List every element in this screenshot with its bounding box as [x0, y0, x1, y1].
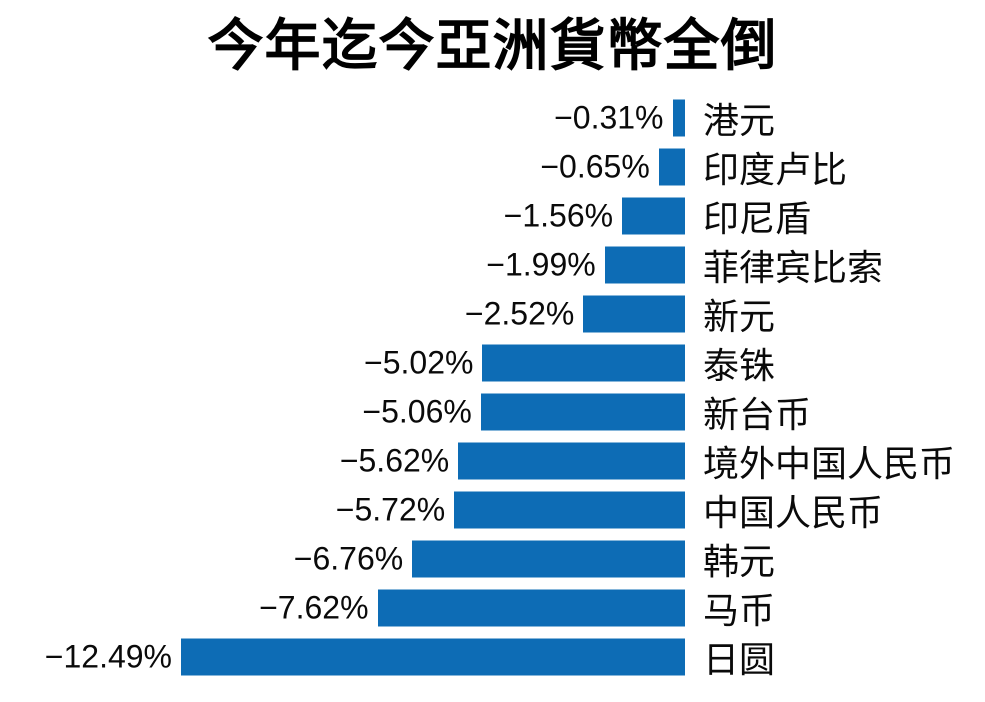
- bar-value-label: −5.06%: [362, 393, 472, 430]
- bar: [672, 99, 685, 137]
- bar-value-label: −6.76%: [293, 540, 404, 577]
- bar-value-label: −7.62%: [259, 589, 369, 626]
- bar: [604, 246, 685, 284]
- bar-row: −12.49% 日圆: [0, 632, 985, 681]
- category-label: 境外中国人民币: [703, 442, 956, 484]
- category-label: 菲律宾比索: [703, 246, 884, 288]
- category-label: 新台币: [703, 393, 812, 435]
- category-label: 中国人民币: [703, 491, 884, 533]
- bar-row: −1.99% 菲律宾比索: [0, 240, 985, 289]
- bar-value-label: −1.56%: [503, 197, 614, 234]
- bar-row: −1.56% 印尼盾: [0, 191, 985, 240]
- bar-row: −5.72% 中国人民币: [0, 485, 985, 534]
- bar: [480, 393, 685, 431]
- chart-rows: −0.31% 港元 −0.65% 印度卢比 −1.56% 印尼盾 −1.99% 菲律宾比索 −2…: [0, 93, 985, 681]
- bar-value-label: −1.99%: [486, 246, 596, 283]
- bar: [482, 344, 685, 382]
- category-label: 新元: [703, 295, 776, 337]
- bar-value-label: −5.02%: [364, 344, 474, 381]
- bar-row: −5.02% 泰铢: [0, 338, 985, 387]
- bar-value-label: −5.62%: [339, 442, 450, 479]
- category-label: 马币: [703, 589, 776, 631]
- category-label: 港元: [703, 99, 776, 141]
- bar-value-label: −12.49%: [44, 638, 172, 675]
- bar-row: −7.62% 马币: [0, 583, 985, 632]
- bar-value-label: −0.31%: [554, 99, 664, 136]
- bar-value-label: −0.65%: [540, 148, 650, 185]
- asian-currencies-bar-chart: 今年迄今亞洲貨幣全倒 −0.31% 港元 −0.65% 印度卢比 −1.56% 印尼盾 −1…: [0, 12, 985, 702]
- bar: [377, 589, 685, 627]
- bar-row: −0.31% 港元: [0, 93, 985, 142]
- bar: [658, 148, 685, 186]
- bar: [412, 540, 685, 578]
- bar-row: −2.52% 新元: [0, 289, 985, 338]
- bar-row: −0.65% 印度卢比: [0, 142, 985, 191]
- chart-title: 今年迄今亞洲貨幣全倒: [207, 14, 778, 77]
- bar: [458, 442, 685, 480]
- bar-row: −6.76% 韩元: [0, 534, 985, 583]
- bar-row: −5.06% 新台币: [0, 387, 985, 436]
- bar: [454, 491, 685, 529]
- bar: [181, 638, 685, 676]
- category-label: 泰铢: [703, 344, 776, 386]
- bar: [622, 197, 685, 235]
- bar-value-label: −5.72%: [335, 491, 446, 528]
- bar: [583, 295, 685, 333]
- bar-row: −5.62% 境外中国人民币: [0, 436, 985, 485]
- category-label: 韩元: [703, 540, 776, 582]
- category-label: 印度卢比: [703, 148, 848, 190]
- category-label: 印尼盾: [703, 197, 812, 239]
- category-label: 日圆: [703, 638, 776, 680]
- bar-value-label: −2.52%: [464, 295, 575, 332]
